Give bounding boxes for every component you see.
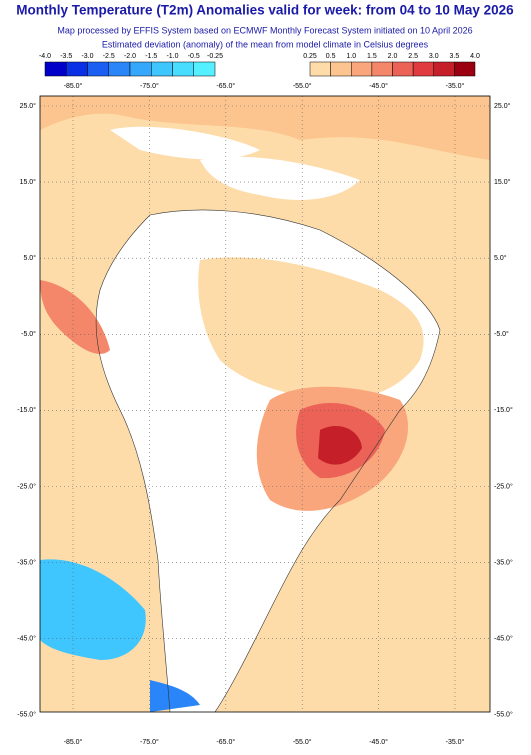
lat-label: 25.0° (494, 102, 511, 110)
lon-label: -75.0° (140, 82, 159, 90)
legend-label: 0.5 (326, 53, 336, 60)
lat-label: -55.0° (17, 711, 36, 719)
legend-swatch (129, 61, 152, 77)
legend-label: -3.0 (81, 53, 93, 60)
legend-swatch (371, 61, 393, 77)
legend-label: -3.5 (60, 53, 72, 60)
legend-swatch (351, 61, 373, 77)
legend-swatch (87, 61, 109, 77)
legend-label: -4.0 (39, 53, 51, 60)
legend-label: -0.25 (207, 53, 223, 60)
title: Monthly Temperature (T2m) Anomalies vali… (16, 3, 514, 18)
legend-label: -1.0 (166, 53, 178, 60)
lon-label: -45.0° (369, 82, 388, 90)
legend-swatch (151, 61, 173, 77)
axes: -85.0° -85.0° -75.0° -75.0° -65.0° -65.0° -55.… (17, 82, 513, 746)
lat-label: -15.0° (17, 406, 36, 414)
legend: -4.0 -3.5 -3.0 -2.5 -2.0 -1.5 -1.0 -0.5 -0.25 0.2… (39, 53, 480, 77)
legend-label: -0.5 (188, 53, 200, 60)
lat-label: 15.0° (20, 178, 37, 186)
legend-swatch (108, 61, 131, 77)
lon-label: -75.0° (140, 738, 159, 746)
lon-label: -35.0° (446, 738, 465, 746)
map-frame (39, 95, 491, 713)
lat-label: -25.0° (494, 482, 513, 490)
lon-label: -85.0° (64, 738, 83, 746)
lon-label: -35.0° (446, 82, 465, 90)
lat-label: -5.0° (21, 330, 36, 338)
description: Estimated deviation (anomaly) of the mea… (102, 39, 429, 49)
legend-label: 1.0 (346, 53, 356, 60)
legend-label: -1.5 (145, 53, 157, 60)
map (40, 96, 490, 712)
lat-label: -45.0° (494, 635, 513, 643)
legend-swatch (193, 61, 216, 77)
lon-label: -55.0° (293, 82, 312, 90)
legend-label: 2.0 (388, 53, 398, 60)
lat-label: -45.0° (17, 635, 36, 643)
lat-label: -15.0° (494, 406, 513, 414)
legend-swatch (433, 61, 455, 77)
legend-label: -2.5 (103, 53, 115, 60)
legend-swatch (44, 61, 67, 77)
lon-label: -45.0° (369, 738, 388, 746)
legend-label: 1.5 (367, 53, 377, 60)
legend-swatch (330, 61, 352, 77)
legend-label: 2.5 (408, 53, 418, 60)
legend-swatch (454, 61, 476, 77)
legend-swatch (412, 61, 434, 77)
lat-label: -25.0° (17, 482, 36, 490)
legend-label: 3.0 (429, 53, 439, 60)
legend-swatch (392, 61, 414, 77)
lon-label: -65.0° (216, 738, 235, 746)
lat-label: -5.0° (494, 330, 509, 338)
legend-label: -2.0 (124, 53, 136, 60)
lon-label: -55.0° (293, 738, 312, 746)
legend-swatch (309, 61, 331, 77)
legend-swatch (172, 61, 194, 77)
lat-label: -55.0° (494, 711, 513, 719)
legend-label: 4.0 (470, 53, 480, 60)
lat-label: 25.0° (20, 102, 37, 110)
lat-label: 5.0° (23, 254, 36, 262)
legend-label: 3.5 (450, 53, 460, 60)
lat-label: -35.0° (17, 558, 36, 566)
lat-label: 15.0° (494, 178, 511, 186)
subtitle: Map processed by EFFIS System based on E… (57, 25, 472, 35)
legend-swatch (66, 61, 88, 77)
lat-label: 5.0° (494, 254, 507, 262)
lon-label: -85.0° (64, 82, 83, 90)
lat-label: -35.0° (494, 558, 513, 566)
legend-label: 0.25 (303, 53, 317, 60)
lon-label: -65.0° (216, 82, 235, 90)
